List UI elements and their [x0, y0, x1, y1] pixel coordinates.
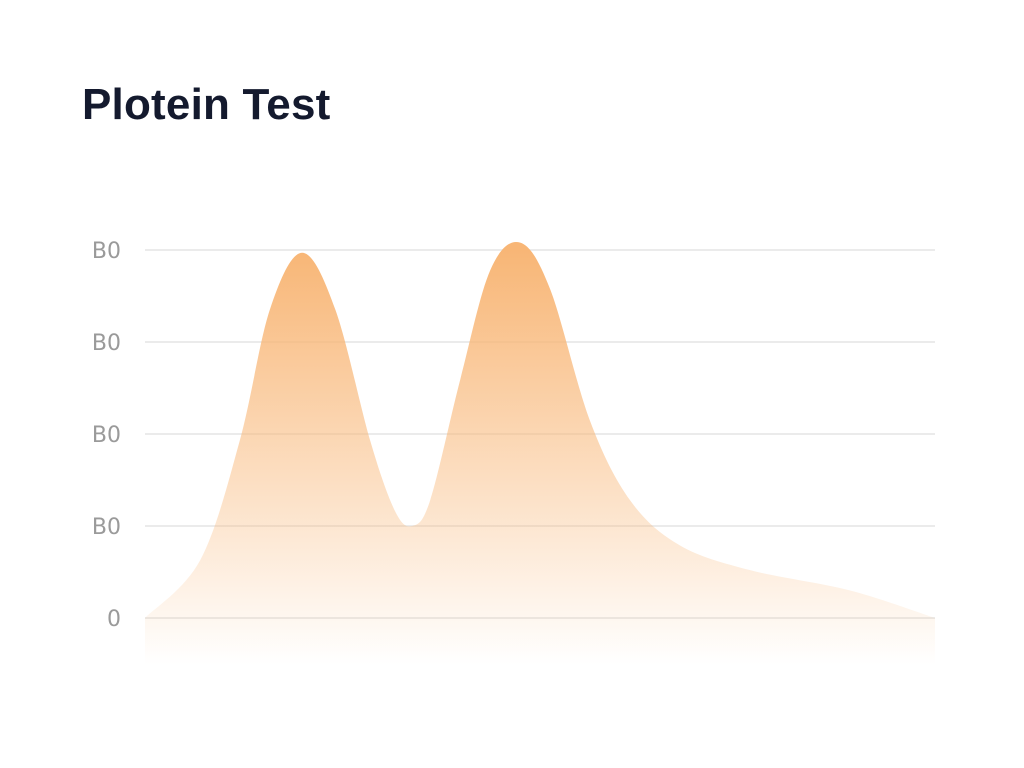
- chart-title: Plotein Test: [82, 80, 331, 129]
- y-tick-label: B0: [92, 239, 121, 264]
- y-tick-label: B0: [92, 331, 121, 356]
- y-tick-label: B0: [92, 515, 121, 540]
- area-series: [145, 241, 935, 665]
- y-tick-label: 0: [107, 607, 121, 632]
- y-tick-label: B0: [92, 423, 121, 448]
- y-axis-ticks: 0 B0 B0 B0 B0: [92, 239, 121, 632]
